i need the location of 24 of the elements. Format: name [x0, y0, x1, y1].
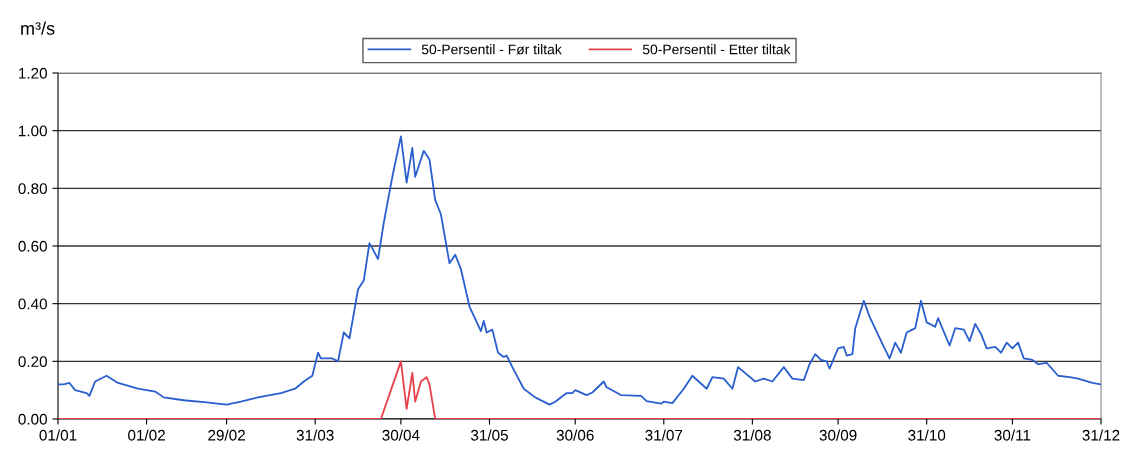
x-tick-label: 01/02 [128, 429, 165, 441]
x-tick-label: 29/02 [208, 429, 245, 441]
y-tick-label: 0.60 [18, 240, 47, 252]
legend-label: 50-Persentil - Før tiltak [421, 44, 562, 55]
y-tick-label: 0.20 [18, 356, 47, 368]
x-tick-label: 31/10 [908, 429, 946, 441]
line-series [58, 135, 1101, 406]
x-tick-label: 31/05 [470, 429, 508, 441]
x-tick-label: 31/12 [1082, 429, 1120, 441]
y-tick-label: 0.40 [18, 298, 47, 310]
x-tick-label: 31/03 [296, 429, 334, 441]
x-tick-label: 30/09 [819, 429, 857, 441]
x-tick-label: 30/11 [994, 429, 1031, 441]
y-tick-label: 1.00 [19, 125, 47, 137]
x-tick-label: 30/06 [556, 429, 594, 441]
x-tick-label: 30/04 [382, 429, 420, 441]
x-tick-label: 31/07 [645, 429, 683, 441]
y-tick-label: 0.00 [18, 413, 47, 425]
legend-label: 50-Persentil - Etter tiltak [642, 44, 791, 55]
y-tick-label: 1.20 [19, 67, 47, 79]
x-tick-label: 01/01 [39, 429, 77, 441]
x-tick-label: 31/08 [733, 429, 771, 441]
y-tick-label: 0.80 [18, 183, 47, 195]
y-axis-title: m³/s [21, 21, 55, 35]
